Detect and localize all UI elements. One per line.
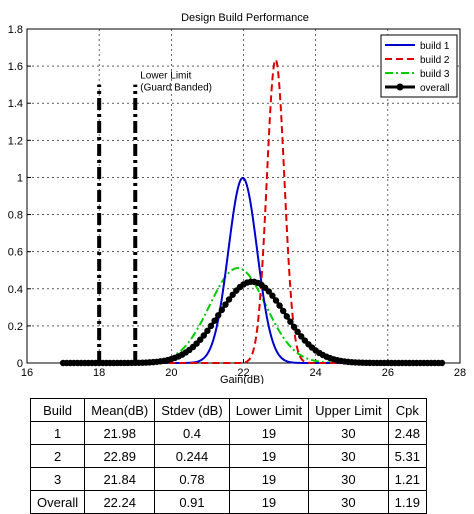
x-tick-label: 16 xyxy=(21,367,33,379)
cell-mean: 21.98 xyxy=(84,421,156,445)
legend-entry: build 3 xyxy=(385,69,450,80)
axes: 16 18 20 22 24 26 28 0 0.2 0.4 0.6 0.8 1 1.2 1.4 1.6 1.8 xyxy=(8,24,466,379)
cell-stdev: 0.91 xyxy=(154,490,230,514)
series-point xyxy=(276,302,283,309)
legend-label: overall xyxy=(420,83,449,94)
series-overall xyxy=(59,278,446,367)
y-tick-label: 0.8 xyxy=(8,210,23,222)
cell-mean: 21.84 xyxy=(84,467,156,491)
legend-entry: build 1 xyxy=(385,41,450,52)
x-tick-label: 18 xyxy=(93,367,105,379)
table-row: Overall 22.24 0.91 19 30 1.19 xyxy=(29,490,427,514)
cell-stdev: 0.244 xyxy=(154,444,230,468)
cell-stdev: 0.78 xyxy=(154,467,230,491)
header-lower-limit: Lower Limit xyxy=(228,398,310,422)
legend-label: build 1 xyxy=(420,41,450,52)
series-build-1 xyxy=(135,176,370,364)
cell-build: Overall xyxy=(29,490,86,514)
legend-entry: build 2 xyxy=(385,55,450,66)
cell-lower-limit: 19 xyxy=(228,467,310,491)
cell-cpk: 1.19 xyxy=(387,490,427,514)
legend: build 1 build 2 build 3 overall xyxy=(380,34,458,98)
limit-sublabel: (Guard Banded) xyxy=(140,83,212,94)
header-upper-limit: Upper Limit xyxy=(308,398,389,422)
x-tick-label: 22 xyxy=(237,367,249,379)
cell-upper-limit: 30 xyxy=(308,421,389,445)
cell-lower-limit: 19 xyxy=(228,421,310,445)
table-row: 3 21.84 0.78 19 30 1.21 xyxy=(29,467,427,491)
legend-label: build 3 xyxy=(420,69,450,80)
series-point xyxy=(294,328,301,336)
performance-chart: Design Build Performance 16 18 20 22 24 26 28 0… xyxy=(8,12,466,384)
series-point xyxy=(197,336,204,343)
header-mean: Mean(dB) xyxy=(84,398,156,422)
cell-cpk: 1.21 xyxy=(387,467,427,491)
legend-marker xyxy=(396,83,404,91)
y-tick-label: 1.8 xyxy=(8,24,23,36)
series-layer xyxy=(59,58,446,367)
header-stdev: Stdev (dB) xyxy=(154,398,230,422)
series-point xyxy=(225,296,233,303)
series-line xyxy=(135,58,370,364)
series-point xyxy=(204,327,211,335)
series-point xyxy=(215,312,222,319)
y-tick-label: 1 xyxy=(17,172,23,184)
table-header-row: Build Mean(dB) Stdev (dB) Lower Limit Up… xyxy=(29,398,427,422)
cell-cpk: 2.48 xyxy=(387,421,427,445)
series-build-2 xyxy=(135,58,370,364)
chart-title: Design Build Performance xyxy=(181,12,309,24)
series-point xyxy=(287,318,294,325)
limit-label: Lower Limit xyxy=(140,71,191,82)
series-point xyxy=(222,301,229,308)
y-tick-label: 1.2 xyxy=(8,135,23,147)
series-point xyxy=(207,322,215,330)
cell-upper-limit: 30 xyxy=(308,444,389,468)
x-axis-label: Gain(dB) xyxy=(220,374,264,384)
x-tick-label: 28 xyxy=(454,367,466,379)
cell-mean: 22.24 xyxy=(84,490,156,514)
y-tick-label: 0 xyxy=(17,358,23,370)
limit-lines: Lower Limit(Guard Banded) xyxy=(97,71,212,363)
cell-build: 3 xyxy=(29,467,86,491)
stats-table: Build Mean(dB) Stdev (dB) Lower Limit Up… xyxy=(29,398,427,514)
x-tick-label: 20 xyxy=(165,367,177,379)
cell-upper-limit: 30 xyxy=(308,467,389,491)
y-tick-label: 1.6 xyxy=(8,61,23,73)
series-point xyxy=(211,317,218,324)
series-point xyxy=(269,292,276,299)
cell-stdev: 0.4 xyxy=(154,421,230,445)
series-point xyxy=(298,333,305,340)
header-cpk: Cpk xyxy=(387,398,427,422)
cell-lower-limit: 19 xyxy=(228,490,310,514)
cell-build: 2 xyxy=(29,444,86,468)
legend-label: build 2 xyxy=(420,55,450,66)
y-tick-label: 0.6 xyxy=(8,247,23,259)
cell-mean: 22.89 xyxy=(84,444,156,468)
header-build: Build xyxy=(29,398,86,422)
series-point xyxy=(438,359,446,367)
y-tick-label: 0.2 xyxy=(8,321,23,333)
series-point xyxy=(279,307,287,315)
series-point xyxy=(200,332,208,339)
series-line xyxy=(135,176,370,364)
series-point xyxy=(290,323,298,331)
y-tick-label: 1.4 xyxy=(8,98,23,110)
cell-lower-limit: 19 xyxy=(228,444,310,468)
table-row: 1 21.98 0.4 19 30 2.48 xyxy=(29,421,427,445)
series-point xyxy=(265,288,272,295)
series-point xyxy=(272,297,280,304)
cell-upper-limit: 30 xyxy=(308,490,389,514)
x-tick-label: 26 xyxy=(382,367,394,379)
y-tick-label: 0.4 xyxy=(8,284,23,296)
cell-build: 1 xyxy=(29,421,86,445)
cell-cpk: 5.31 xyxy=(387,444,427,468)
legend-entry: overall xyxy=(385,83,449,94)
x-tick-label: 24 xyxy=(310,367,322,379)
series-point xyxy=(218,306,226,314)
series-point xyxy=(229,291,236,298)
series-point xyxy=(283,313,290,320)
table-row: 2 22.89 0.244 19 30 5.31 xyxy=(29,444,427,468)
